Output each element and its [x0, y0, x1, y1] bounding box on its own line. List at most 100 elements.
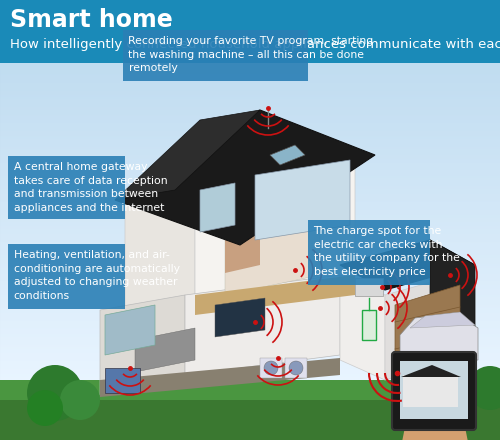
Bar [0, 378, 500, 379]
Polygon shape [340, 240, 475, 290]
Bar [0, 158, 500, 159]
Bar [0, 288, 500, 289]
Bar [0, 89, 500, 90]
Bar [0, 165, 500, 166]
Text: The charge spot for the
electric car checks with
the utility company for the
bes: The charge spot for the electric car che… [314, 226, 460, 277]
Bar [0, 159, 500, 160]
Bar [0, 221, 500, 222]
Bar [0, 286, 500, 287]
Bar [0, 287, 500, 288]
Bar [0, 360, 500, 361]
Bar [0, 258, 500, 259]
Bar [0, 300, 500, 301]
Bar [0, 293, 500, 294]
Bar [0, 126, 500, 127]
Bar [0, 374, 500, 375]
Bar [0, 367, 500, 368]
Bar [0, 79, 500, 80]
Bar [0, 171, 500, 172]
Bar [0, 370, 500, 371]
FancyBboxPatch shape [403, 375, 458, 407]
Polygon shape [400, 427, 470, 440]
Bar [0, 273, 500, 274]
Bar [0, 276, 500, 277]
Bar [0, 203, 500, 204]
Bar [0, 277, 500, 278]
Bar [0, 100, 500, 101]
Bar [0, 211, 500, 212]
Polygon shape [430, 240, 475, 340]
Bar [0, 160, 500, 161]
Bar [0, 155, 500, 156]
Bar [0, 190, 500, 191]
Polygon shape [100, 358, 340, 397]
Bar [0, 167, 500, 168]
Bar [0, 204, 500, 205]
Bar [0, 121, 500, 122]
Bar [0, 111, 500, 112]
Bar [0, 380, 500, 440]
Bar [0, 175, 500, 176]
Bar [0, 118, 500, 119]
Polygon shape [115, 110, 260, 200]
Bar [0, 146, 500, 147]
Bar [0, 86, 500, 87]
Bar [0, 275, 500, 276]
Bar [0, 219, 500, 220]
Bar [0, 369, 500, 370]
Bar [0, 261, 500, 262]
Bar [0, 196, 500, 197]
Bar [0, 187, 500, 188]
Bar [0, 323, 500, 324]
Bar [0, 326, 500, 327]
Bar [0, 343, 500, 344]
Bar [0, 235, 500, 236]
Bar [0, 81, 500, 82]
Bar [0, 176, 500, 177]
Bar [0, 198, 500, 199]
Bar [0, 178, 500, 179]
Text: How intelligently connected household appliances communicate with each other: How intelligently connected household ap… [10, 38, 500, 51]
Bar [0, 334, 500, 335]
Bar [0, 348, 500, 349]
Bar [0, 124, 500, 125]
Bar [0, 213, 500, 214]
Bar [0, 328, 500, 329]
Bar [0, 141, 500, 142]
Bar [0, 285, 500, 286]
Bar [0, 134, 500, 135]
Bar [0, 131, 500, 132]
Bar [0, 104, 500, 105]
Bar [0, 132, 500, 133]
Bar [0, 266, 500, 267]
Bar [0, 105, 500, 106]
Bar [0, 215, 500, 216]
Bar [0, 291, 500, 292]
Bar [0, 243, 500, 244]
Bar [0, 363, 500, 364]
Bar [0, 156, 500, 157]
Bar [0, 112, 500, 113]
Bar [0, 180, 500, 181]
Bar [0, 117, 500, 118]
Bar [0, 183, 500, 184]
FancyBboxPatch shape [122, 30, 308, 81]
Bar [0, 260, 500, 261]
Bar [0, 342, 500, 343]
Bar [0, 163, 500, 164]
Bar [0, 315, 500, 316]
Bar [0, 372, 500, 373]
Text: A central home gateway
takes care of data reception
and transmission between
app: A central home gateway takes care of dat… [14, 162, 167, 213]
Bar [0, 148, 500, 149]
Bar [0, 304, 500, 305]
Bar [0, 120, 500, 121]
Bar [0, 231, 500, 232]
Bar [0, 157, 500, 158]
Bar [0, 151, 500, 152]
Bar [0, 182, 500, 183]
Bar [0, 138, 500, 139]
Bar [0, 368, 500, 369]
Polygon shape [195, 275, 355, 315]
Bar [0, 361, 500, 362]
Bar [0, 364, 500, 365]
